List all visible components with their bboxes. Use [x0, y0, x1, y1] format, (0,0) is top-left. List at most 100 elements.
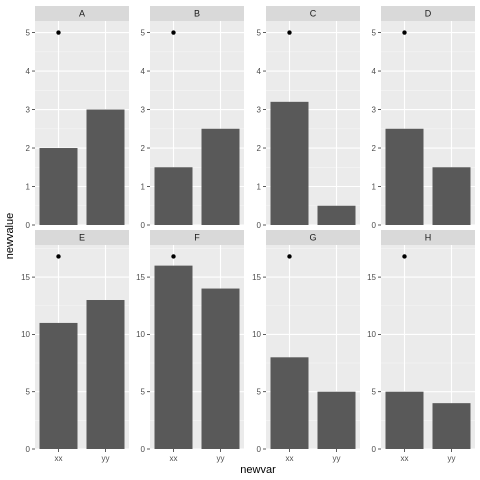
y-tick-label: 1: [141, 182, 146, 191]
facet-panel-g: G 0 5 10 15 xx yy: [252, 230, 360, 463]
facet-strip-label: G: [309, 233, 316, 243]
y-tick-label: 0: [257, 221, 262, 230]
y-tick-label: 3: [372, 105, 377, 114]
x-tick-label: xx: [286, 454, 294, 463]
y-tick-label: 15: [367, 273, 376, 282]
bar-g-yy: [317, 391, 356, 449]
y-tick-label: 10: [252, 330, 261, 339]
point-marker: [402, 30, 407, 35]
y-tick-label: 4: [26, 67, 31, 76]
bar-f-xx: [154, 265, 193, 449]
x-tick-label: yy: [448, 454, 456, 463]
y-tick-label: 4: [141, 67, 146, 76]
y-tick-label: 0: [257, 445, 262, 454]
point-marker: [171, 254, 176, 259]
facet-panel-a: A 0 1 2 3 4 5: [26, 6, 129, 230]
bar-f-yy: [201, 288, 240, 449]
facet-strip: [150, 6, 244, 21]
y-tick-label: 4: [257, 67, 262, 76]
x-tick-label: xx: [401, 454, 409, 463]
y-tick-label: 1: [257, 182, 262, 191]
x-tick-label: yy: [217, 454, 225, 463]
bar-b-yy: [201, 128, 240, 225]
y-tick-label: 15: [21, 273, 30, 282]
facet-strip: [150, 230, 244, 245]
facet-strip-label: A: [79, 9, 85, 19]
facet-panel-d: D 0 1 2 3 4 5: [372, 6, 475, 230]
facet-strip-label: F: [194, 233, 200, 243]
bar-e-yy: [86, 300, 125, 449]
x-tick-label: xx: [170, 454, 178, 463]
y-tick-label: 0: [26, 445, 31, 454]
y-tick-label: 3: [257, 105, 262, 114]
point-marker: [287, 254, 292, 259]
y-tick-label: 0: [372, 445, 377, 454]
y-tick-label: 1: [372, 182, 377, 191]
y-tick-label: 5: [372, 28, 377, 37]
y-tick-label: 2: [372, 144, 377, 153]
y-tick-label: 3: [26, 105, 31, 114]
x-axis-title: newvar: [240, 464, 276, 476]
facet-panel-e: E 0 5 10 15 xx yy: [21, 230, 129, 463]
bar-h-yy: [432, 403, 471, 449]
y-tick-label: 10: [136, 330, 145, 339]
bar-a-xx: [39, 148, 78, 225]
point-marker: [56, 254, 61, 259]
point-marker: [287, 30, 292, 35]
y-tick-label: 15: [252, 273, 261, 282]
x-tick-label: yy: [333, 454, 341, 463]
y-tick-label: 3: [141, 105, 146, 114]
y-tick-label: 5: [141, 28, 146, 37]
facet-strip: [266, 6, 360, 21]
y-tick-label: 5: [257, 28, 262, 37]
bar-d-xx: [385, 128, 424, 225]
x-tick-label: yy: [102, 454, 110, 463]
y-tick-label: 1: [26, 182, 31, 191]
y-tick-label: 0: [372, 221, 377, 230]
facet-strip-label: B: [194, 9, 200, 19]
bar-c-yy: [317, 205, 356, 225]
y-tick-label: 5: [141, 387, 146, 396]
y-tick-label: 15: [136, 273, 145, 282]
bar-d-yy: [432, 167, 471, 225]
y-tick-label: 5: [26, 28, 31, 37]
point-marker: [56, 30, 61, 35]
bar-h-xx: [385, 391, 424, 449]
bar-g-xx: [270, 357, 309, 449]
facet-strip-label: H: [425, 233, 432, 243]
y-tick-label: 0: [141, 221, 146, 230]
y-tick-label: 2: [141, 144, 146, 153]
y-tick-label: 5: [372, 387, 377, 396]
y-tick-label: 5: [257, 387, 262, 396]
y-tick-label: 10: [367, 330, 376, 339]
y-tick-label: 4: [372, 67, 377, 76]
y-tick-label: 2: [26, 144, 31, 153]
y-tick-label: 2: [257, 144, 262, 153]
facet-panel-h: H 0 5 10 15 xx yy: [367, 230, 475, 463]
facet-strip: [381, 230, 475, 245]
bar-b-xx: [154, 167, 193, 225]
facet-strip: [35, 230, 129, 245]
facet-strip-label: C: [310, 9, 317, 19]
point-marker: [402, 254, 407, 259]
bar-a-yy: [86, 109, 125, 225]
y-tick-label: 0: [141, 445, 146, 454]
facet-strip: [381, 6, 475, 21]
bar-e-xx: [39, 322, 78, 449]
facet-strip: [35, 6, 129, 21]
y-tick-label: 0: [26, 221, 31, 230]
y-tick-label: 5: [26, 387, 31, 396]
y-tick-label: 10: [21, 330, 30, 339]
x-tick-label: xx: [55, 454, 63, 463]
bar-c-xx: [270, 101, 309, 225]
facet-panel-b: B 0 1 2 3 4 5: [141, 6, 244, 230]
facet-strip: [266, 230, 360, 245]
facet-strip-label: D: [425, 9, 432, 19]
facet-panel-f: F 0 5 10 15 xx yy: [136, 230, 244, 463]
facet-strip-label: E: [79, 233, 85, 243]
y-axis-title: newvalue: [4, 213, 16, 259]
point-marker: [171, 30, 176, 35]
facet-panel-c: C 0 1 2 3 4 5: [257, 6, 360, 230]
